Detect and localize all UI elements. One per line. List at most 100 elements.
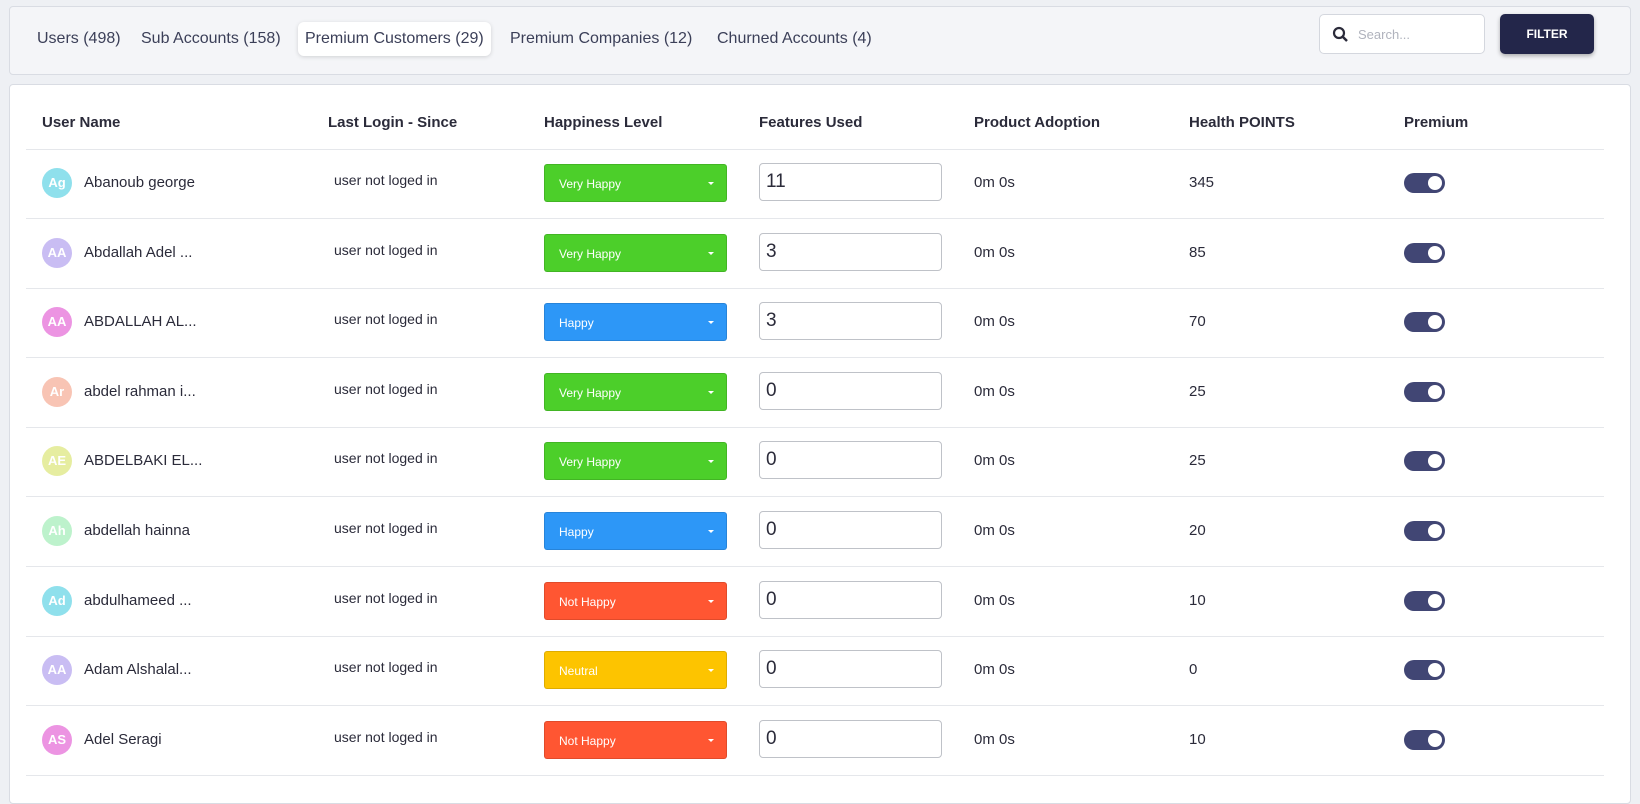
happiness-select[interactable]: Happy (544, 303, 727, 342)
happiness-select[interactable]: Neutral (544, 651, 727, 690)
features-input[interactable]: 3 (759, 302, 942, 341)
tab[interactable]: Premium Companies (12) (510, 30, 693, 47)
features-input[interactable]: 3 (759, 232, 942, 271)
premium-toggle[interactable] (1404, 660, 1445, 681)
last-login: user not loged in (334, 589, 438, 606)
premium-toggle[interactable] (1404, 729, 1445, 750)
product-adoption: 0m 0s (974, 382, 1015, 400)
premium-toggle[interactable] (1404, 312, 1445, 333)
user-name[interactable]: ABDELBAKI EL... (84, 452, 203, 470)
search-icon (1332, 26, 1348, 42)
features-input[interactable]: 0 (759, 371, 942, 410)
happiness-select[interactable]: Very Happy (544, 233, 727, 272)
product-adoption: 0m 0s (974, 174, 1015, 191)
toggle-knob (1428, 245, 1442, 260)
caret (708, 738, 714, 745)
happiness-select[interactable]: Not Happy (544, 720, 727, 759)
health-points: 20 (1189, 522, 1206, 539)
last-login: user not loged in (334, 520, 438, 536)
features-input[interactable]: 0 (759, 580, 942, 619)
column-header: Features Used (759, 114, 863, 131)
premium-toggle[interactable] (1404, 173, 1445, 193)
premium-toggle[interactable] (1404, 381, 1445, 402)
table-card (9, 84, 1631, 804)
tab[interactable]: Premium Customers (29) (298, 22, 491, 56)
column-header: Product Adoption (974, 114, 1101, 131)
row-divider (26, 426, 1604, 428)
toggle-knob (1428, 732, 1442, 747)
product-adoption: 0m 0s (974, 243, 1015, 261)
user-name[interactable]: abdellah hainna (84, 522, 190, 539)
happiness-select[interactable]: Happy (544, 512, 727, 550)
health-points: 0 (1189, 661, 1198, 679)
avatar: AA (42, 237, 72, 268)
toggle-knob (1428, 454, 1442, 469)
features-input[interactable]: 0 (759, 719, 942, 758)
row-divider (26, 496, 1604, 498)
last-login: user not loged in (334, 728, 438, 745)
filter-button[interactable]: FILTER (1500, 14, 1594, 54)
product-adoption: 0m 0s (974, 452, 1015, 470)
happiness-select[interactable]: Very Happy (544, 372, 727, 411)
toggle-knob (1428, 176, 1442, 190)
user-name[interactable]: Adam Alshalal... (84, 661, 192, 679)
row-divider (26, 566, 1604, 567)
user-name[interactable]: abdulhameed ... (84, 591, 192, 609)
user-name[interactable]: Abanoub george (84, 174, 195, 191)
caret (708, 669, 714, 675)
toggle-knob (1428, 384, 1442, 399)
user-name[interactable]: ABDALLAH AL... (84, 313, 197, 331)
search-box[interactable]: Search... (1319, 14, 1485, 54)
product-adoption: 0m 0s (974, 730, 1015, 748)
page: Search... FILTER (() => { const data = J… (9, 6, 1631, 804)
user-name[interactable]: Adel Seragi (84, 730, 162, 748)
features-input[interactable]: 11 (759, 163, 942, 201)
happiness-select[interactable]: Not Happy (544, 581, 727, 620)
features-input[interactable]: 0 (759, 650, 942, 689)
premium-toggle[interactable] (1404, 521, 1445, 541)
product-adoption: 0m 0s (974, 591, 1015, 609)
toggle-knob (1428, 593, 1442, 608)
tab[interactable]: Sub Accounts (158) (141, 30, 281, 47)
user-name[interactable]: Abdallah Adel ... (84, 243, 193, 261)
column-header: Last Login - Since (328, 114, 458, 131)
premium-toggle[interactable] (1404, 242, 1445, 263)
happiness-select[interactable]: Very Happy (544, 442, 727, 481)
health-points: 70 (1189, 313, 1206, 331)
row-divider (26, 774, 1604, 776)
user-name[interactable]: abdel rahman i... (84, 382, 196, 400)
avatar: AA (42, 307, 72, 338)
row-divider (26, 149, 1604, 150)
features-input[interactable]: 0 (759, 441, 942, 480)
health-points: 345 (1189, 174, 1215, 191)
last-login: user not loged in (334, 172, 438, 188)
happiness-select[interactable]: Very Happy (544, 164, 727, 202)
row-divider (26, 635, 1604, 637)
caret (708, 251, 714, 258)
last-login: user not loged in (334, 659, 438, 676)
toggle-knob (1428, 663, 1442, 678)
avatar: Ag (42, 168, 72, 198)
features-input[interactable]: 0 (759, 511, 942, 549)
premium-toggle[interactable] (1404, 451, 1445, 472)
last-login: user not loged in (334, 450, 438, 467)
toggle-knob (1428, 524, 1442, 538)
column-header: User Name (42, 114, 121, 131)
avatar: Ad (42, 585, 72, 616)
avatar: AS (42, 724, 72, 755)
caret (708, 530, 714, 536)
tab[interactable]: Churned Accounts (4) (717, 30, 872, 47)
tab[interactable]: Users (498) (37, 30, 121, 47)
row-divider (26, 287, 1604, 289)
health-points: 25 (1189, 382, 1206, 400)
avatar: AA (42, 655, 72, 686)
product-adoption: 0m 0s (974, 522, 1015, 539)
avatar: Ar (42, 376, 72, 407)
column-header: Happiness Level (544, 114, 663, 131)
premium-toggle[interactable] (1404, 590, 1445, 611)
caret (708, 390, 714, 397)
health-points: 10 (1189, 591, 1206, 609)
row-divider (26, 218, 1604, 219)
health-points: 10 (1189, 730, 1206, 748)
last-login: user not loged in (334, 241, 438, 258)
